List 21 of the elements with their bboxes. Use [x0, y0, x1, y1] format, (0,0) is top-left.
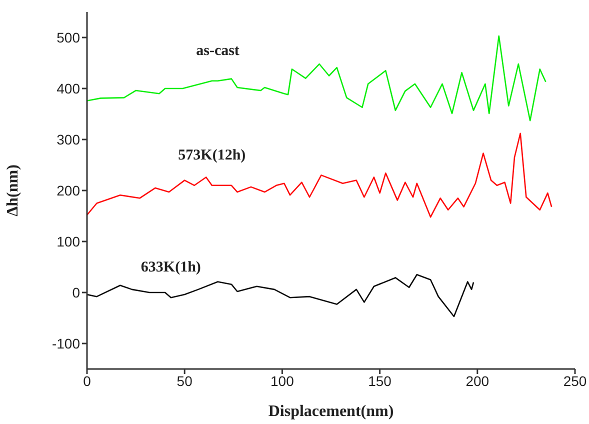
y-tick-label: 200 — [56, 182, 80, 198]
x-tick-label: 50 — [176, 372, 193, 389]
y-tick-label: 500 — [56, 29, 80, 46]
series-label: as-cast — [196, 42, 240, 59]
series-label: 633K(1h) — [140, 260, 201, 276]
line-series — [87, 274, 474, 318]
x-tick-label: 250 — [563, 372, 587, 389]
x-tick-label: 200 — [466, 372, 490, 389]
y-tick-label: 0 — [72, 284, 80, 300]
line-series — [87, 132, 552, 218]
y-tick-label: -100 — [52, 335, 80, 352]
x-tick-label: 100 — [270, 372, 294, 389]
y-tick-label: 100 — [56, 233, 80, 250]
y-axis-title: Δh(nm) — [4, 164, 22, 216]
x-tick-label: 150 — [368, 372, 392, 389]
x-axis-title: Displacement(nm) — [268, 403, 394, 420]
line-series — [87, 35, 546, 122]
y-tick-label: 400 — [56, 80, 80, 96]
x-tick-label: 0 — [83, 372, 92, 389]
series-label: 573K(12h) — [178, 147, 246, 164]
y-tick-label: 300 — [56, 131, 80, 148]
